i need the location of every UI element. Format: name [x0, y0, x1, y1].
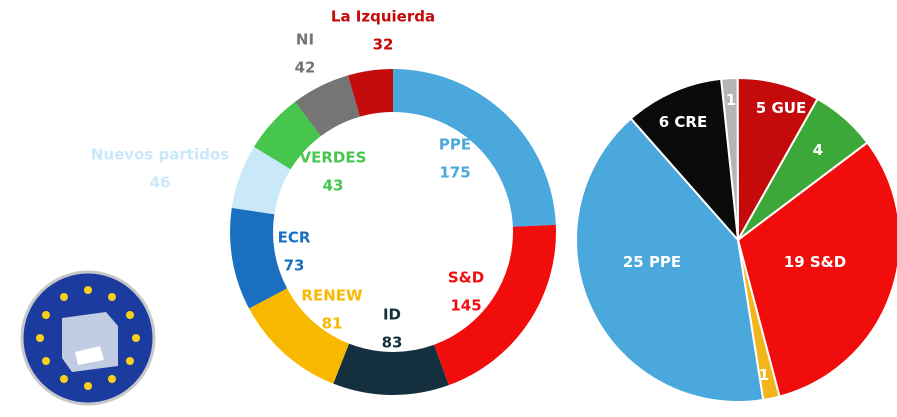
ballot-logo: [22, 272, 154, 404]
segment-value: 43: [323, 177, 344, 195]
segment-value: 46: [150, 174, 171, 192]
segment-name: Nuevos partidos: [91, 146, 229, 164]
segment-name: PPE: [439, 136, 471, 154]
segment-name: VERDES: [300, 149, 367, 167]
slice-value: 5: [756, 99, 766, 117]
slice-label: 6 CRE: [659, 113, 707, 131]
donut-segment: [393, 69, 556, 227]
slice-name: GUE: [771, 99, 806, 117]
slice-label: 19 S&D: [784, 253, 846, 271]
slice-label: 5 GUE: [756, 99, 806, 117]
segment-value: 42: [295, 59, 316, 77]
slice-name: PPE: [649, 253, 681, 271]
segment-value: 83: [382, 334, 403, 352]
segment-name: RENEW: [301, 287, 363, 305]
segment-value: 81: [322, 315, 343, 333]
slice-label: 25 PPE: [623, 253, 681, 271]
slice-value: 1: [726, 91, 736, 109]
segment-value: 73: [284, 257, 305, 275]
slice-label: 4: [813, 141, 823, 159]
slice-name: S&D: [810, 253, 846, 271]
segment-name: ECR: [278, 229, 311, 247]
slice-value: 4: [813, 141, 823, 159]
segment-value: 145: [450, 297, 481, 315]
slice-value: 6: [659, 113, 669, 131]
segment-value: 32: [373, 36, 394, 54]
segment-name: ID: [383, 306, 401, 324]
slice-value: 19: [784, 253, 805, 271]
segment-value: 175: [439, 164, 470, 182]
chart: PPE175S&D145ID83RENEW81ECR73Nuevos parti…: [0, 0, 897, 417]
slice-value: 25: [623, 253, 644, 271]
segment-name: La Izquierda: [331, 8, 435, 26]
segment-name: S&D: [448, 269, 484, 287]
slice-label: 1: [726, 91, 736, 109]
segment-name: NI: [296, 31, 314, 49]
slice-name: CRE: [674, 113, 707, 131]
